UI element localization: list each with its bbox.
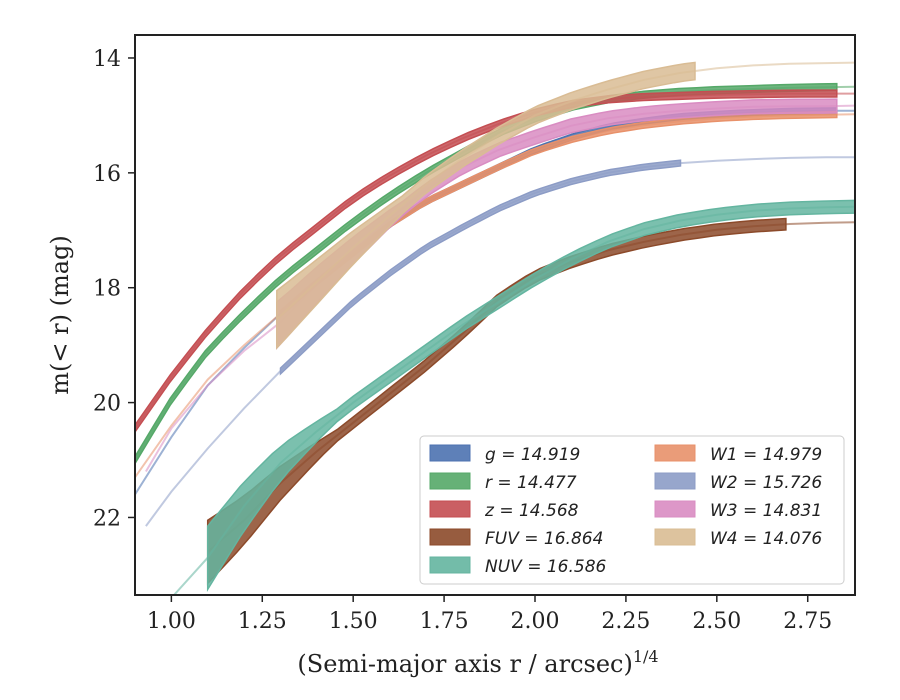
legend-label-w4: W4 = 14.076: [710, 529, 822, 549]
series-layer: [135, 61, 855, 595]
legend-swatch-w4: [654, 528, 696, 546]
legend-swatch-w1: [654, 444, 696, 462]
plot-frame: [134, 34, 856, 596]
x-tick-label: 2.00: [511, 609, 560, 634]
legend-label-r: r = 14.477: [485, 473, 577, 493]
y-axis: 14 16 18 20 22: [93, 47, 135, 531]
legend-label-w2: W2 = 15.726: [710, 473, 822, 493]
series-band-nuv: [206, 199, 855, 592]
x-tick-label: 1.50: [329, 609, 378, 634]
legend-swatch-r: [429, 472, 471, 490]
series-band-w2: [279, 159, 682, 376]
series-band-z: [135, 89, 838, 434]
series-band-w1: [279, 110, 838, 319]
series-band-fuv: [206, 217, 787, 586]
legend-label-g: g = 14.919: [485, 445, 580, 465]
legend-label-w3: W3 = 14.831: [710, 501, 822, 521]
y-tick-label: 16: [93, 162, 121, 187]
legend-label-fuv: FUV = 16.864: [485, 529, 603, 549]
x-tick-label: 1.00: [147, 609, 196, 634]
y-tick-label: 18: [93, 277, 121, 302]
y-tick-label: 20: [93, 392, 121, 417]
series-band-w4: [276, 61, 696, 350]
y-tick-label: 22: [93, 506, 121, 531]
x-tick-label: 2.25: [601, 609, 650, 634]
legend-label-w1: W1 = 14.979: [710, 445, 822, 465]
legend-label-z: z = 14.568: [484, 501, 579, 521]
legend-swatch-w2: [654, 472, 696, 490]
legend-swatch-fuv: [429, 528, 471, 546]
x-tick-label: 1.75: [420, 609, 469, 634]
legend-swatch-nuv: [429, 556, 471, 574]
x-tick-label: 2.75: [783, 609, 832, 634]
legend-swatch-z: [429, 500, 471, 518]
x-tick-label: 2.50: [692, 609, 741, 634]
legend-swatch-w3: [654, 500, 696, 518]
x-tick-label: 1.25: [238, 609, 287, 634]
y-axis-label: m(< r) (mag): [46, 235, 74, 394]
legend: g = 14.919 r = 14.477 z = 14.568 FUV = 16.8…: [419, 435, 845, 585]
x-axis: 1.00 1.25 1.50 1.75 2.00 2.25 2.50 2.75: [147, 595, 832, 634]
y-tick-label: 14: [93, 47, 121, 72]
x-axis-label: (Semi-major axis r / arcsec)1/4: [297, 647, 658, 678]
legend-box: [419, 435, 845, 585]
legend-label-nuv: NUV = 16.586: [485, 557, 607, 577]
legend-swatch-g: [429, 444, 471, 462]
